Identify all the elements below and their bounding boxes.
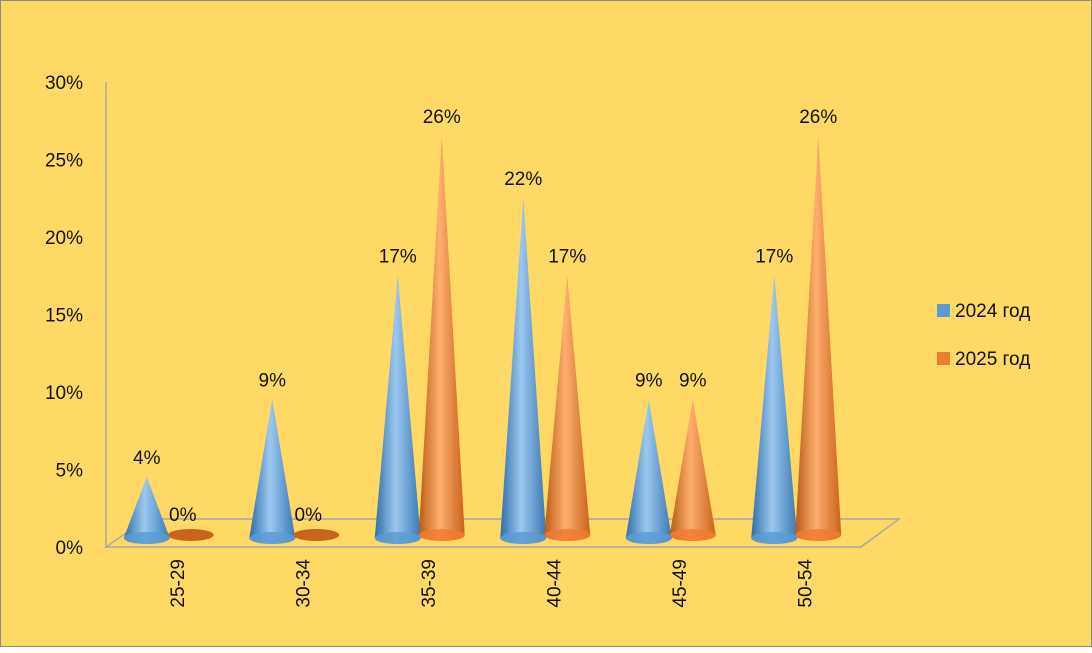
y-tick-label: 20% xyxy=(45,228,83,249)
data-label: 26% xyxy=(799,107,837,128)
cone-2024 xyxy=(751,275,798,544)
data-label: 17% xyxy=(379,247,417,268)
cone-2024 xyxy=(500,198,547,544)
cone-2025 xyxy=(669,399,716,541)
data-label: 9% xyxy=(679,371,707,392)
cone-2024 xyxy=(123,477,170,544)
y-tick-label: 25% xyxy=(45,151,83,172)
x-tick-label: 35-39 xyxy=(419,559,440,608)
legend-swatch xyxy=(937,304,950,317)
legend-entry: 2024 год xyxy=(937,301,1030,322)
x-tick-label: 25-29 xyxy=(168,559,189,608)
cone-2025 xyxy=(418,136,465,541)
data-label: 22% xyxy=(504,169,542,190)
data-label: 26% xyxy=(423,107,461,128)
cone-2024 xyxy=(374,275,421,544)
legend-label: 2025 год xyxy=(955,349,1030,370)
data-label: 4% xyxy=(133,448,161,469)
x-tick-label: 30-34 xyxy=(293,559,314,608)
x-tick-label: 45-49 xyxy=(670,559,691,608)
data-label: 9% xyxy=(259,371,287,392)
x-tick-label: 50-54 xyxy=(795,559,816,608)
cone-2024 xyxy=(625,399,672,544)
y-tick-label: 15% xyxy=(45,306,83,327)
cone-2025 xyxy=(293,529,340,541)
cone-2025 xyxy=(544,275,591,541)
y-tick-label: 0% xyxy=(56,538,84,559)
legend-label: 2024 год xyxy=(955,301,1030,322)
y-tick-label: 30% xyxy=(45,73,83,94)
cone-2025 xyxy=(795,136,842,541)
cone-2024 xyxy=(249,399,296,544)
data-label: 0% xyxy=(169,505,197,526)
data-label: 0% xyxy=(295,505,323,526)
legend-swatch xyxy=(937,352,950,365)
data-label: 17% xyxy=(755,247,793,268)
y-tick-label: 5% xyxy=(56,461,84,482)
legend-entry: 2025 год xyxy=(937,349,1030,370)
x-tick-label: 40-44 xyxy=(544,559,565,608)
data-label: 17% xyxy=(548,247,586,268)
data-label: 9% xyxy=(635,371,663,392)
cone-2025 xyxy=(167,529,214,541)
y-tick-label: 10% xyxy=(45,383,83,404)
